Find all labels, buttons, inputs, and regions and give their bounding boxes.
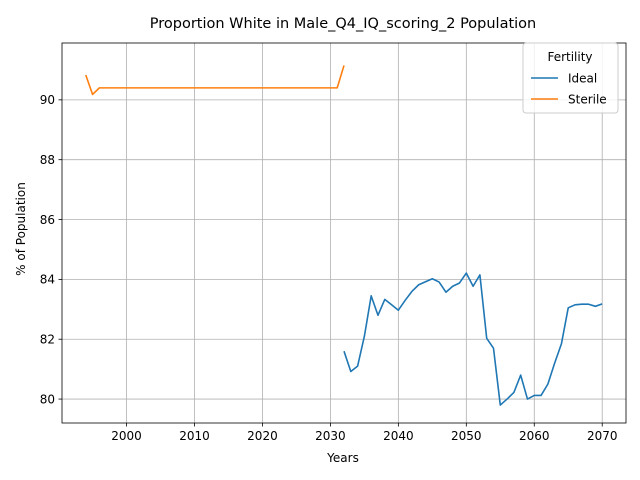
y-tick-label: 90 — [40, 93, 55, 107]
x-tick-label: 2030 — [315, 429, 346, 443]
legend-title: Fertility — [547, 50, 592, 64]
x-tick-label: 2060 — [519, 429, 550, 443]
legend-label-ideal: Ideal — [568, 71, 597, 85]
x-tick-label: 2040 — [383, 429, 414, 443]
legend-box — [522, 42, 619, 114]
series-line-ideal — [343, 272, 603, 406]
x-axis-label: Years — [326, 451, 359, 465]
plot-frame — [61, 42, 627, 424]
y-tick-label: 86 — [40, 213, 55, 227]
y-tick-label: 88 — [40, 153, 55, 167]
legend: Fertility Ideal Sterile — [522, 42, 619, 114]
y-axis: 80 82 84 86 88 90 — [40, 93, 62, 406]
y-tick-label: 80 — [40, 392, 55, 406]
x-tick-label: 2070 — [587, 429, 618, 443]
x-tick-label: 2020 — [247, 429, 278, 443]
chart-title: Proportion White in Male_Q4_IQ_scoring_2… — [150, 16, 537, 32]
legend-label-sterile: Sterile — [568, 92, 607, 106]
x-tick-label: 2050 — [451, 429, 482, 443]
series-line-sterile — [85, 65, 345, 96]
x-axis: 2000 2010 2020 2030 2040 2050 2060 2070 — [111, 423, 617, 443]
y-tick-label: 84 — [40, 273, 55, 287]
y-tick-label: 82 — [40, 333, 55, 347]
y-axis-label: % of Population — [14, 182, 28, 276]
x-tick-label: 2010 — [179, 429, 210, 443]
series-layer — [85, 65, 603, 406]
x-tick-label: 2000 — [111, 429, 142, 443]
